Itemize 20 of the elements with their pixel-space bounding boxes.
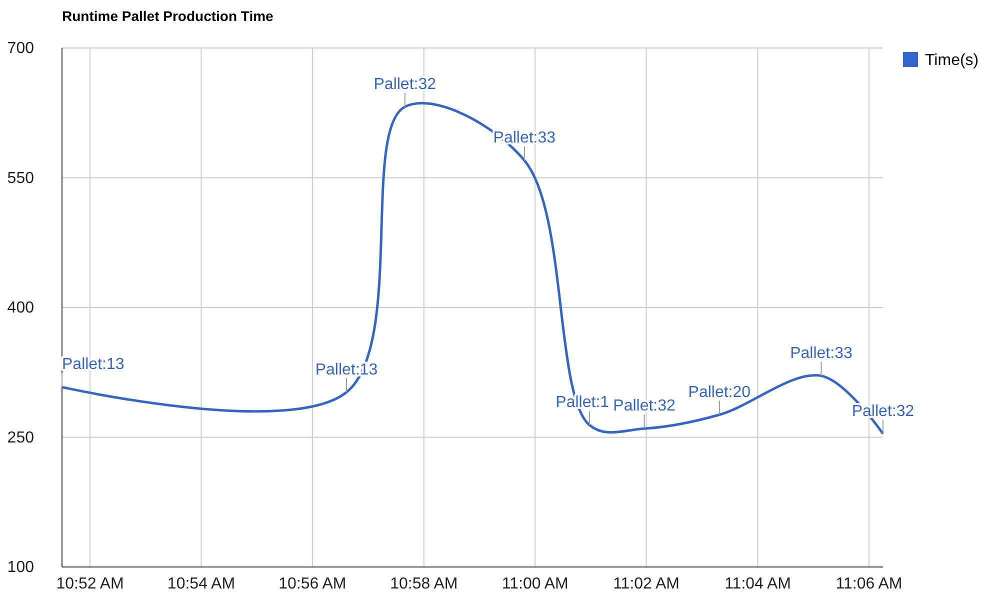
annotation: Pallet:33 <box>790 344 852 362</box>
legend-label: Time(s) <box>925 52 979 69</box>
x-tick-label: 11:04 AM <box>724 575 792 592</box>
y-tick-label: 700 <box>7 40 34 58</box>
annotation: Pallet:32 <box>613 398 676 415</box>
annotation: Pallet:13 <box>62 356 124 374</box>
x-tick-label: 11:02 AM <box>613 575 680 592</box>
chart-title: Runtime Pallet Production Time <box>62 8 274 24</box>
x-tick-label: 11:06 AM <box>836 575 902 592</box>
x-tick-label: 11:00 AM <box>502 575 568 592</box>
annotation: Pallet:32 <box>374 76 436 93</box>
x-tick-label: 10:56 AM <box>278 575 346 592</box>
y-tick-label: 100 <box>7 559 34 576</box>
y-tick-label: 250 <box>7 429 34 446</box>
x-tick-label: 10:58 AM <box>390 575 458 592</box>
x-tick-label: 10:54 AM <box>167 575 236 592</box>
y-tick-label: 400 <box>7 300 34 317</box>
annotation: Pallet:20 <box>688 384 751 401</box>
x-tick-label: 10:52 AM <box>56 575 124 592</box>
y-tick-label: 550 <box>7 170 34 187</box>
